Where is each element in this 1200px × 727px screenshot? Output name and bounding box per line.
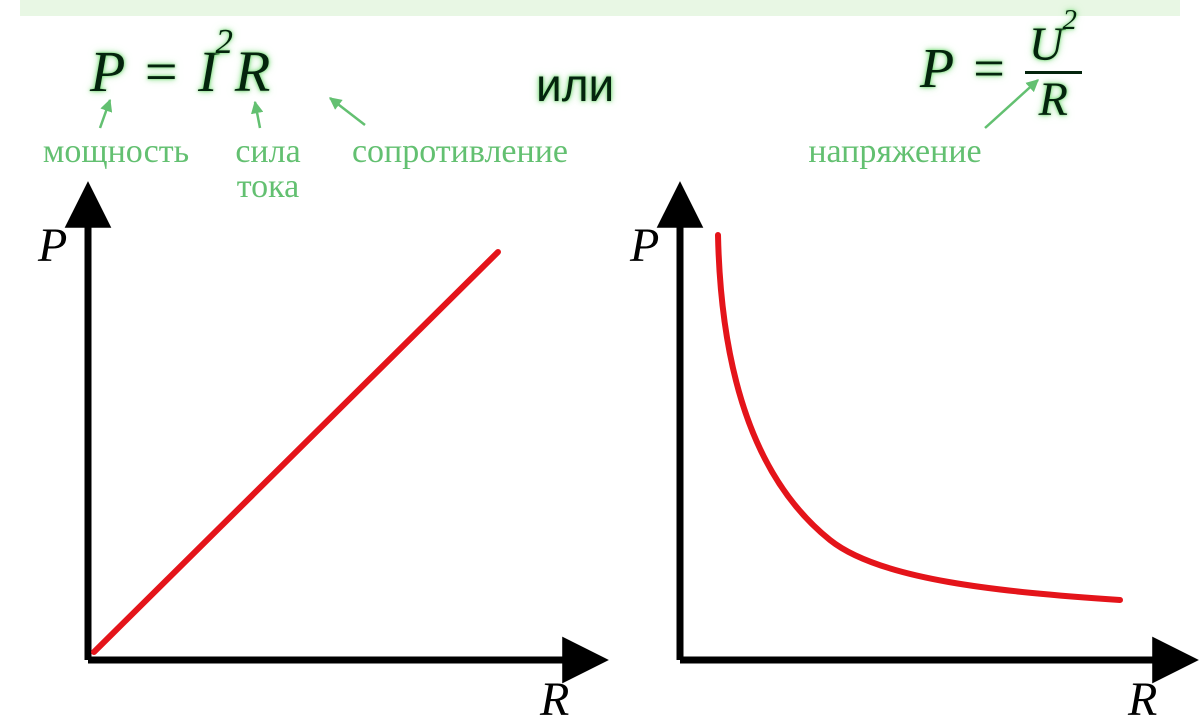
axis-label-P-right: P: [630, 218, 659, 273]
chart-inverse: [0, 0, 1200, 727]
axis-label-R-right: R: [1128, 672, 1157, 727]
